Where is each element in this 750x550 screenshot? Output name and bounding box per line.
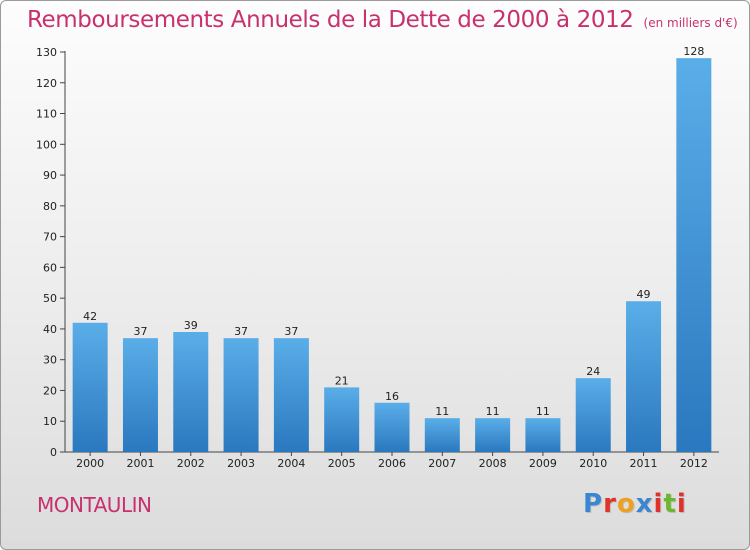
y-tick-label: 40 xyxy=(43,323,57,336)
bar-2012 xyxy=(676,58,712,453)
y-tick-label: 110 xyxy=(36,108,57,121)
y-tick-label: 20 xyxy=(43,384,57,397)
bar-2003 xyxy=(223,338,259,452)
data-label-2012: 128 xyxy=(683,45,704,58)
logo-letter: r xyxy=(603,489,617,519)
bar-2002 xyxy=(173,332,209,452)
bar-2006 xyxy=(374,402,410,452)
logo-letter: x xyxy=(635,489,654,519)
unit-label: (en milliers d'€) xyxy=(643,16,738,30)
proxiti-logo: Proxiti xyxy=(583,489,687,519)
y-tick-label: 60 xyxy=(43,261,57,274)
data-label-2005: 21 xyxy=(335,374,349,387)
logo-letter: P xyxy=(583,489,604,519)
logo-letter: i xyxy=(676,489,687,519)
x-tick-label-2010: 2010 xyxy=(579,457,607,470)
y-tick-label: 100 xyxy=(36,138,57,151)
x-tick-label-2001: 2001 xyxy=(126,457,154,470)
x-tick-label-2000: 2000 xyxy=(76,457,104,470)
y-tick-label: 130 xyxy=(36,46,57,59)
data-label-2004: 37 xyxy=(284,325,298,338)
x-tick-label-2007: 2007 xyxy=(428,457,456,470)
bar-2000 xyxy=(72,322,108,452)
data-label-2011: 49 xyxy=(637,288,651,301)
y-tick-label: 50 xyxy=(43,292,57,305)
bar-2007 xyxy=(424,418,460,452)
logo-letter: i xyxy=(653,489,664,519)
x-tick-label-2006: 2006 xyxy=(378,457,406,470)
title-text: Remboursements Annuels de la Dette de 20… xyxy=(27,7,634,33)
y-tick-label: 10 xyxy=(43,415,57,428)
chart-title: Remboursements Annuels de la Dette de 20… xyxy=(27,7,738,33)
data-label-2006: 16 xyxy=(385,390,399,403)
bar-2009 xyxy=(525,418,561,452)
bar-2005 xyxy=(324,387,360,452)
bar-2004 xyxy=(273,338,309,452)
bar-2010 xyxy=(575,378,611,452)
data-label-2001: 37 xyxy=(133,325,147,338)
logo-letter: o xyxy=(616,489,636,519)
bar-2011 xyxy=(626,301,662,452)
data-label-2003: 37 xyxy=(234,325,248,338)
x-tick-label-2004: 2004 xyxy=(277,457,305,470)
data-label-2009: 11 xyxy=(536,405,550,418)
bar-chart: 0 10 20 30 40 50 60 70 80 90 100 110 120 130 42 2000 37… xyxy=(36,45,719,470)
x-tick-label-2005: 2005 xyxy=(328,457,356,470)
y-tick-label: 0 xyxy=(50,446,57,459)
data-label-2008: 11 xyxy=(486,405,500,418)
x-tick-label-2009: 2009 xyxy=(529,457,557,470)
commune-name: MONTAULIN xyxy=(37,493,152,517)
y-tick-label: 70 xyxy=(43,231,57,244)
data-label-2000: 42 xyxy=(83,310,97,323)
x-tick-label-2002: 2002 xyxy=(177,457,205,470)
data-label-2010: 24 xyxy=(586,365,600,378)
data-label-2007: 11 xyxy=(435,405,449,418)
y-tick-label: 90 xyxy=(43,169,57,182)
bar-2008 xyxy=(475,418,511,452)
bar-2001 xyxy=(122,338,158,452)
x-tick-label-2003: 2003 xyxy=(227,457,255,470)
x-tick-label-2012: 2012 xyxy=(680,457,708,470)
x-tick-label-2008: 2008 xyxy=(479,457,507,470)
y-tick-label: 80 xyxy=(43,200,57,213)
x-tick-label-2011: 2011 xyxy=(630,457,658,470)
data-label-2002: 39 xyxy=(184,319,198,332)
y-tick-label: 120 xyxy=(36,77,57,90)
y-tick-label: 30 xyxy=(43,354,57,367)
logo-letter: t xyxy=(663,489,677,519)
